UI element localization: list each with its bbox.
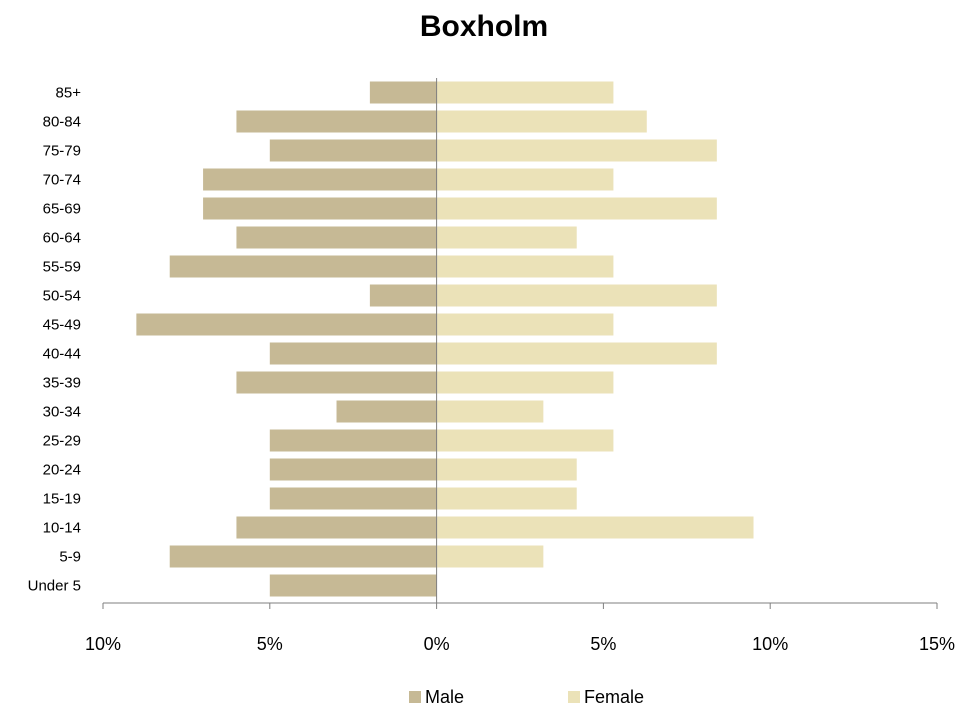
y-axis-tick-labels: 85+ 80-84 75-79 70-74 65-69 60-64 55-59 50-54 45…	[28, 85, 82, 595]
bar-male-55-59	[170, 256, 437, 278]
bar-female-75-79	[437, 140, 717, 162]
y-tick-label: 35-39	[43, 375, 81, 392]
y-tick-label: 10-14	[43, 520, 81, 537]
y-tick-label: 65-69	[43, 201, 81, 218]
legend-label-female: Female	[584, 687, 644, 707]
x-tick-label: 10%	[752, 634, 788, 654]
y-tick-label: 45-49	[43, 317, 81, 334]
y-tick-label: 75-79	[43, 143, 81, 160]
bar-male-under-5	[270, 575, 437, 597]
bar-female-20-24	[437, 459, 577, 481]
bar-male-50-54	[370, 285, 437, 307]
bar-male-10-14	[236, 517, 436, 539]
y-tick-label: 5-9	[59, 549, 81, 566]
bars-group	[136, 78, 753, 603]
bar-male-20-24	[270, 459, 437, 481]
x-tick-label: 15%	[919, 634, 955, 654]
bar-female-40-44	[437, 343, 717, 365]
bar-male-75-79	[270, 140, 437, 162]
bar-female-10-14	[437, 517, 754, 539]
bar-male-85-	[370, 82, 437, 104]
bar-male-25-29	[270, 430, 437, 452]
x-tick-label: 0%	[424, 634, 450, 654]
y-tick-label: 15-19	[43, 491, 81, 508]
y-tick-label: 70-74	[43, 172, 81, 189]
bar-female-65-69	[437, 198, 717, 220]
legend: Male Female	[409, 687, 644, 707]
bar-male-5-9	[170, 546, 437, 568]
x-tick-label: 10%	[85, 634, 121, 654]
legend-swatch-male	[409, 691, 421, 703]
bar-female-60-64	[437, 227, 577, 249]
y-tick-label: 60-64	[43, 230, 81, 247]
bar-female-70-74	[437, 169, 614, 191]
bar-male-35-39	[236, 372, 436, 394]
bar-male-65-69	[203, 198, 437, 220]
bar-male-40-44	[270, 343, 437, 365]
y-tick-label: 30-34	[43, 404, 81, 421]
y-tick-label: 80-84	[43, 114, 81, 131]
bar-female-80-84	[437, 111, 647, 133]
y-tick-label: 55-59	[43, 259, 81, 276]
bar-male-45-49	[136, 314, 436, 336]
bar-female-55-59	[437, 256, 614, 278]
bar-female-50-54	[437, 285, 717, 307]
chart-title: Boxholm	[420, 10, 548, 43]
bar-female-25-29	[437, 430, 614, 452]
y-tick-label: 25-29	[43, 433, 81, 450]
y-tick-label: 40-44	[43, 346, 81, 363]
x-axis: 10% 5% 0% 5% 10% 15%	[85, 603, 955, 654]
bar-male-70-74	[203, 169, 437, 191]
bar-male-15-19	[270, 488, 437, 510]
bar-female-30-34	[437, 401, 544, 423]
bar-female-45-49	[437, 314, 614, 336]
y-tick-label: 85+	[56, 85, 82, 102]
y-tick-label: Under 5	[28, 578, 81, 595]
bar-female-15-19	[437, 488, 577, 510]
bar-male-80-84	[236, 111, 436, 133]
bar-male-30-34	[337, 401, 437, 423]
x-tick-label: 5%	[590, 634, 616, 654]
bar-male-60-64	[236, 227, 436, 249]
y-tick-label: 50-54	[43, 288, 81, 305]
legend-swatch-female	[568, 691, 580, 703]
legend-label-male: Male	[425, 687, 464, 707]
y-tick-label: 20-24	[43, 462, 81, 479]
x-tick-label: 5%	[257, 634, 283, 654]
bar-female-35-39	[437, 372, 614, 394]
bar-female-5-9	[437, 546, 544, 568]
bar-female-85-	[437, 82, 614, 104]
